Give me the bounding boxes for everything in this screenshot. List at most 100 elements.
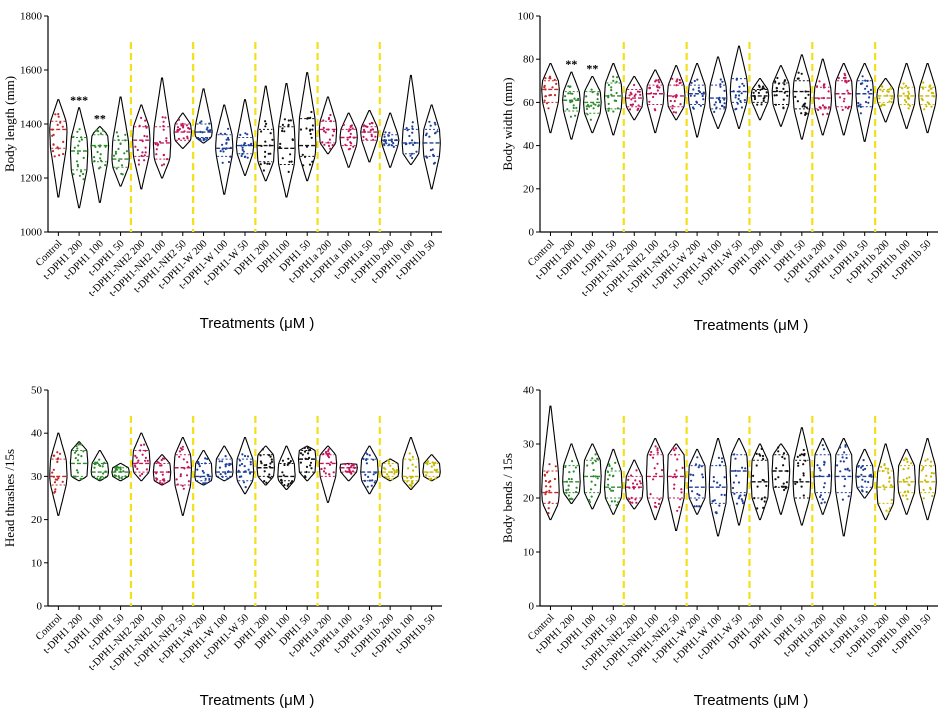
data-point bbox=[672, 447, 675, 450]
data-point bbox=[290, 480, 293, 483]
data-point bbox=[160, 464, 163, 467]
data-point bbox=[866, 79, 869, 82]
data-point bbox=[363, 130, 366, 133]
data-point bbox=[783, 91, 786, 94]
data-point bbox=[921, 98, 924, 102]
data-point bbox=[844, 468, 847, 471]
data-point bbox=[137, 459, 140, 462]
data-point bbox=[780, 485, 784, 488]
data-point bbox=[571, 92, 574, 95]
data-point bbox=[242, 481, 246, 484]
data-point bbox=[815, 85, 819, 88]
violin-16 bbox=[876, 443, 895, 521]
data-point bbox=[73, 146, 76, 149]
data-point bbox=[571, 460, 574, 463]
data-point bbox=[96, 461, 99, 464]
data-point bbox=[158, 481, 162, 484]
data-point bbox=[117, 475, 120, 478]
data-point bbox=[167, 470, 170, 474]
data-point bbox=[327, 448, 330, 451]
data-point bbox=[777, 82, 781, 85]
data-point bbox=[264, 150, 267, 153]
data-point bbox=[904, 457, 907, 460]
data-point bbox=[713, 103, 716, 106]
y-tick-label: 10 bbox=[31, 557, 43, 569]
data-point bbox=[94, 145, 97, 148]
data-point bbox=[346, 138, 349, 141]
data-point bbox=[53, 491, 56, 494]
data-point bbox=[120, 477, 123, 480]
data-point bbox=[408, 134, 411, 138]
data-point bbox=[308, 456, 311, 459]
data-point bbox=[610, 500, 614, 503]
data-point bbox=[183, 467, 186, 470]
data-point bbox=[654, 501, 657, 504]
data-point bbox=[425, 155, 428, 158]
data-point bbox=[658, 498, 661, 501]
data-point bbox=[388, 477, 391, 480]
data-point bbox=[569, 92, 572, 95]
data-point bbox=[141, 472, 144, 476]
data-point bbox=[732, 90, 735, 93]
data-point bbox=[585, 105, 588, 108]
data-point bbox=[719, 78, 722, 81]
data-point bbox=[124, 475, 127, 478]
data-point bbox=[636, 483, 639, 486]
data-point bbox=[76, 152, 80, 155]
data-point bbox=[259, 163, 262, 166]
data-point bbox=[61, 125, 64, 128]
data-point bbox=[848, 469, 851, 472]
data-point bbox=[227, 138, 230, 141]
data-point bbox=[799, 478, 802, 481]
data-point bbox=[735, 502, 739, 505]
data-point bbox=[389, 464, 392, 467]
data-point bbox=[596, 92, 599, 95]
data-point bbox=[281, 129, 284, 133]
data-point bbox=[249, 472, 252, 475]
data-point bbox=[241, 148, 244, 151]
data-point bbox=[902, 92, 905, 95]
data-point bbox=[807, 93, 810, 96]
data-point bbox=[742, 502, 745, 505]
data-point bbox=[51, 471, 54, 474]
data-point bbox=[138, 124, 141, 127]
data-point bbox=[93, 156, 96, 159]
data-point bbox=[260, 144, 263, 148]
data-point bbox=[733, 453, 736, 456]
violin-1 bbox=[562, 443, 581, 504]
data-point bbox=[181, 484, 184, 487]
data-point bbox=[698, 494, 701, 497]
data-point bbox=[638, 90, 641, 93]
y-tick-label: 100 bbox=[518, 11, 535, 23]
data-point bbox=[155, 472, 158, 475]
data-point bbox=[280, 481, 284, 484]
data-point bbox=[902, 459, 906, 462]
data-point bbox=[291, 138, 294, 141]
data-point bbox=[737, 90, 741, 93]
data-point bbox=[635, 469, 638, 472]
data-point bbox=[930, 87, 933, 90]
data-point bbox=[553, 78, 556, 81]
data-point bbox=[890, 86, 893, 89]
data-point bbox=[163, 482, 166, 485]
data-point bbox=[925, 105, 928, 108]
data-point bbox=[890, 484, 893, 487]
data-point bbox=[143, 154, 146, 157]
data-point bbox=[650, 450, 653, 454]
data-point bbox=[429, 124, 432, 127]
data-point bbox=[843, 97, 846, 100]
data-point bbox=[324, 450, 328, 454]
data-point bbox=[697, 466, 700, 469]
data-point bbox=[226, 470, 229, 474]
data-point bbox=[390, 138, 393, 141]
data-point bbox=[269, 152, 272, 155]
data-point bbox=[738, 94, 741, 97]
violin-6 bbox=[666, 443, 686, 531]
data-point bbox=[636, 108, 639, 112]
data-point bbox=[366, 485, 369, 488]
data-point bbox=[384, 140, 387, 143]
data-point bbox=[903, 99, 907, 102]
data-point bbox=[797, 462, 800, 465]
data-point bbox=[383, 135, 386, 138]
data-point bbox=[409, 154, 412, 157]
